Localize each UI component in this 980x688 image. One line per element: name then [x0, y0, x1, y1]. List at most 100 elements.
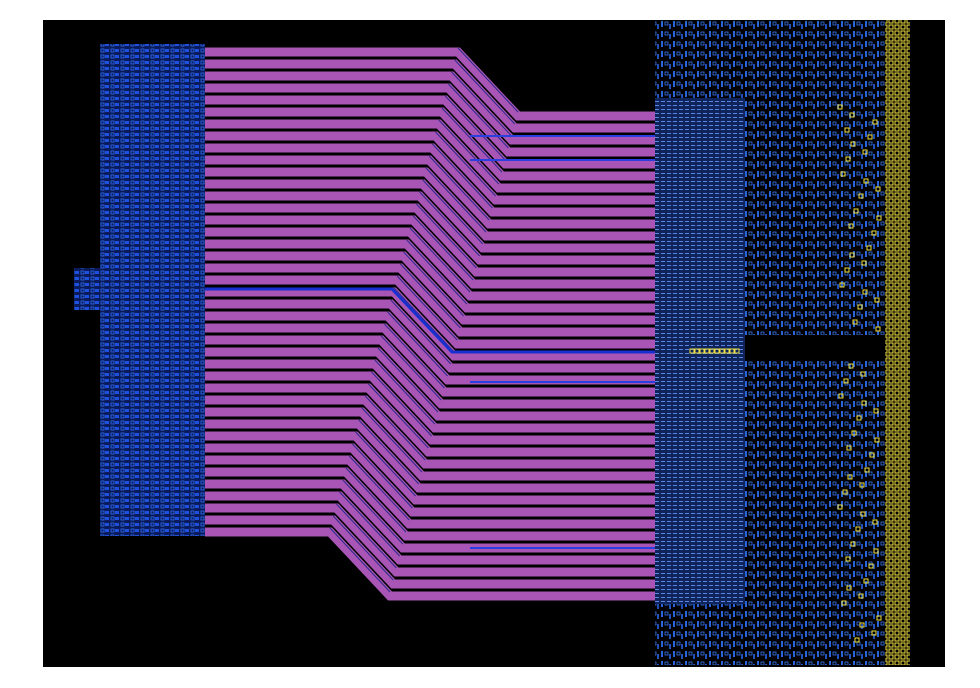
- yellow-cell: [855, 526, 861, 532]
- wire-bus: [205, 167, 655, 241]
- yellow-cell: [863, 578, 869, 584]
- wire-edge: [329, 527, 391, 593]
- wire-edge: [332, 515, 394, 581]
- wire-bus: [205, 95, 655, 169]
- wire-bus: [205, 335, 655, 409]
- wire-edge: [384, 323, 445, 389]
- wire-edge: [390, 299, 452, 365]
- yellow-cell: [875, 326, 881, 332]
- yellow-cell: [729, 348, 735, 354]
- wire-bus: [205, 251, 655, 325]
- yellow-cell: [867, 134, 873, 140]
- yellow-cell: [864, 467, 870, 473]
- yellow-cell: [853, 208, 859, 214]
- wire-bus: [205, 47, 655, 121]
- yellow-cell: [704, 348, 710, 354]
- wire-edge: [403, 251, 464, 317]
- yellow-cell: [840, 171, 846, 177]
- yellow-cell: [852, 319, 858, 325]
- yellow-cell: [848, 363, 854, 369]
- yellow-column: [885, 20, 910, 665]
- wire-edge: [352, 443, 413, 509]
- wire-edge: [393, 287, 455, 353]
- wire-edge: [435, 131, 496, 197]
- yellow-cell: [875, 186, 881, 192]
- yellow-cell: [869, 452, 875, 458]
- bus-group: [205, 47, 655, 601]
- yellow-cell: [873, 548, 879, 554]
- left-cell-array: [100, 44, 205, 536]
- wire-edge: [419, 191, 480, 257]
- wire-bus: [205, 263, 655, 337]
- wire-edge: [406, 239, 468, 305]
- yellow-cell: [837, 104, 843, 110]
- wire-edge: [438, 119, 500, 185]
- wire-edge: [342, 479, 404, 545]
- yellow-cell: [843, 378, 849, 384]
- yellow-cell: [874, 297, 880, 303]
- wire-edge: [416, 203, 477, 269]
- yellow-cell: [846, 585, 852, 591]
- yellow-cell: [845, 156, 851, 162]
- yellow-cell: [876, 615, 882, 621]
- wire-edge: [457, 47, 519, 113]
- wire-edge: [448, 83, 509, 149]
- yellow-cell: [876, 215, 882, 221]
- wire-edge: [454, 59, 516, 125]
- wire-edge: [400, 263, 461, 329]
- wire-edge: [444, 95, 506, 161]
- wire-bus: [205, 503, 655, 577]
- yellow-cell: [841, 600, 847, 606]
- wire-bus: [205, 395, 655, 469]
- wire-bus: [205, 431, 655, 505]
- wire-edge: [396, 275, 458, 341]
- yellow-cell: [872, 119, 878, 125]
- wire-bus: [205, 107, 655, 181]
- yellow-cell: [709, 348, 715, 354]
- yellow-cell: [854, 637, 860, 643]
- wire-edge: [422, 179, 484, 245]
- wire-bus: [205, 299, 655, 373]
- yellow-cell: [847, 474, 853, 480]
- yellow-cell: [694, 348, 700, 354]
- wire-bus: [205, 227, 655, 301]
- yellow-cell: [845, 556, 851, 562]
- left-pin-block: [74, 268, 100, 310]
- yellow-cell: [844, 267, 850, 273]
- wire-edge: [409, 227, 471, 293]
- yellow-cell: [866, 245, 872, 251]
- wire-bus: [205, 371, 655, 445]
- wire-bus: [205, 515, 655, 589]
- yellow-cell: [850, 541, 856, 547]
- wire-bus: [205, 83, 655, 157]
- wire-bus: [205, 155, 655, 229]
- yellow-cell: [858, 593, 864, 599]
- wire-bus: [205, 455, 655, 529]
- wire-edge: [425, 167, 487, 233]
- wire-edge: [358, 419, 420, 485]
- yellow-cell: [689, 348, 695, 354]
- yellow-cell: [859, 482, 865, 488]
- wire-edge: [364, 395, 426, 461]
- yellow-cell: [858, 193, 864, 199]
- wire-edge: [377, 347, 439, 413]
- yellow-cell: [849, 252, 855, 258]
- wire-bus: [205, 179, 655, 253]
- yellow-cell: [863, 178, 869, 184]
- wire-edge: [380, 335, 442, 401]
- wire-edge: [432, 143, 493, 209]
- yellow-cell: [848, 223, 854, 229]
- yellow-cell: [872, 519, 878, 525]
- yellow-cell: [734, 348, 740, 354]
- yellow-cell: [719, 348, 725, 354]
- wire-bus: [205, 383, 655, 457]
- wire-bus: [205, 443, 655, 517]
- wire-bus: [205, 143, 655, 217]
- yellow-cell: [861, 260, 867, 266]
- wire-edge: [374, 359, 436, 425]
- wire-bus: [205, 491, 655, 565]
- channel-gap: [745, 335, 905, 360]
- yellow-cell: [868, 563, 874, 569]
- wire-bus: [205, 359, 655, 433]
